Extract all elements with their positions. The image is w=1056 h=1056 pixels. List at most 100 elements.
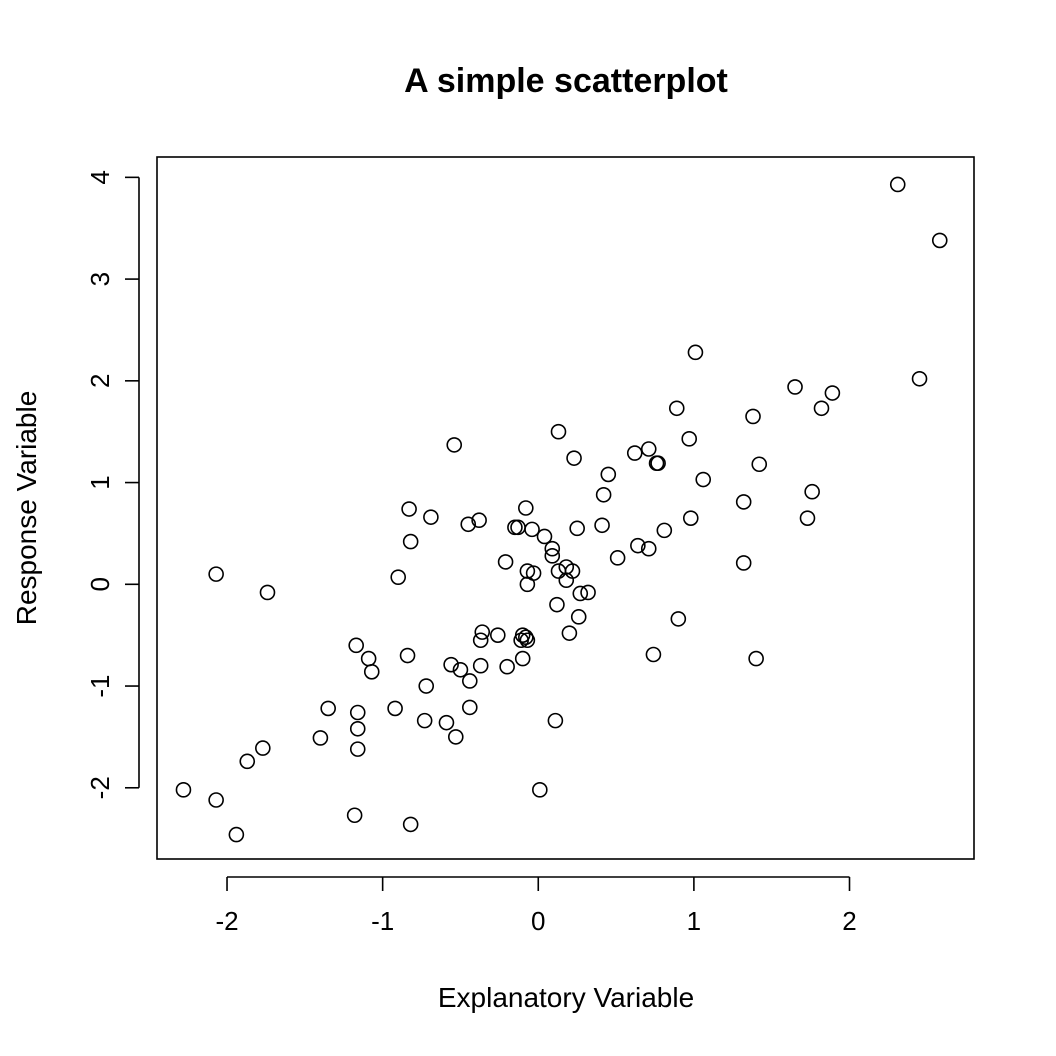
y-tick-label: 2 [85, 374, 115, 388]
data-points [175, 176, 948, 843]
data-point [735, 555, 752, 571]
y-tick-label: 3 [85, 272, 115, 286]
data-point [423, 509, 439, 525]
data-point [682, 510, 699, 526]
data-point [572, 585, 589, 602]
data-point [402, 816, 419, 833]
data-point [208, 566, 224, 582]
data-point [595, 486, 612, 503]
data-point [349, 704, 366, 721]
data-point [446, 437, 463, 453]
data-point [561, 625, 578, 641]
x-tick-label: -1 [371, 906, 394, 936]
data-point [443, 656, 459, 673]
data-point [497, 554, 514, 570]
data-point [735, 494, 752, 510]
data-point [804, 483, 820, 500]
data-point [799, 510, 816, 526]
y-tick-label: -2 [85, 776, 115, 799]
data-point [363, 663, 380, 680]
data-point [320, 700, 336, 717]
data-point [681, 431, 698, 447]
data-point [416, 712, 433, 729]
data-point [594, 517, 610, 534]
data-point [390, 569, 407, 585]
data-point [813, 400, 830, 417]
x-axis-label: Explanatory Variable [438, 982, 694, 1013]
data-point [255, 740, 271, 756]
data-point [472, 632, 489, 649]
data-point [519, 576, 536, 593]
data-point [600, 466, 617, 483]
y-tick-label: 0 [85, 577, 115, 591]
data-point [640, 441, 657, 457]
data-point [745, 408, 761, 425]
data-point [550, 423, 567, 440]
data-point [519, 632, 536, 649]
x-tick-label: 0 [531, 906, 545, 936]
data-point [558, 572, 575, 589]
x-tick-label: -2 [215, 906, 238, 936]
data-point [518, 500, 534, 516]
data-point [549, 596, 565, 613]
x-tick-label: 2 [842, 906, 856, 936]
data-point [687, 344, 704, 361]
data-point [911, 370, 928, 387]
data-point [570, 609, 587, 625]
data-point [402, 533, 419, 550]
data-point [656, 522, 673, 539]
data-point [670, 611, 687, 627]
chart-title: A simple scatterplot [404, 62, 728, 100]
y-tick-label: 4 [85, 170, 115, 184]
data-point [580, 584, 596, 601]
data-point [208, 792, 224, 808]
data-point [349, 741, 366, 757]
data-point [751, 456, 768, 473]
data-point [360, 650, 377, 667]
y-axis-label: Response Variable [11, 391, 42, 626]
data-point [452, 661, 469, 678]
data-point [547, 712, 564, 729]
data-point [524, 521, 540, 538]
data-point [514, 650, 531, 667]
data-point [507, 519, 523, 536]
data-point [510, 519, 526, 536]
data-point [536, 528, 553, 545]
data-point [401, 501, 417, 517]
y-tick-label: -1 [85, 674, 115, 697]
data-point [569, 520, 585, 537]
data-point [640, 540, 657, 557]
data-point [550, 563, 567, 579]
data-point [630, 537, 646, 554]
data-point [474, 624, 491, 640]
data-point [626, 445, 643, 461]
data-point [748, 650, 764, 667]
data-point [513, 632, 529, 649]
data-point [438, 714, 455, 731]
data-point [566, 450, 582, 466]
data-point [490, 627, 506, 643]
data-point [668, 400, 685, 417]
data-point [532, 782, 548, 798]
data-point [472, 657, 489, 674]
data-point [824, 385, 841, 401]
data-point [931, 232, 948, 249]
x-axis: -2 -1 0 1 2 [215, 876, 857, 936]
data-point [239, 753, 256, 770]
x-tick-label: 1 [687, 906, 701, 936]
data-point [544, 540, 561, 557]
data-point [787, 379, 803, 395]
data-point [349, 720, 366, 737]
y-axis: -2 -1 0 1 2 3 4 [85, 170, 140, 799]
data-point [544, 548, 561, 564]
data-point [461, 699, 478, 716]
data-point [228, 826, 245, 843]
data-point [460, 516, 477, 533]
data-point [609, 550, 626, 566]
data-point [650, 455, 666, 472]
y-tick-label: 1 [85, 475, 115, 489]
data-point [418, 678, 435, 694]
data-point [259, 584, 276, 601]
data-point [387, 700, 403, 717]
